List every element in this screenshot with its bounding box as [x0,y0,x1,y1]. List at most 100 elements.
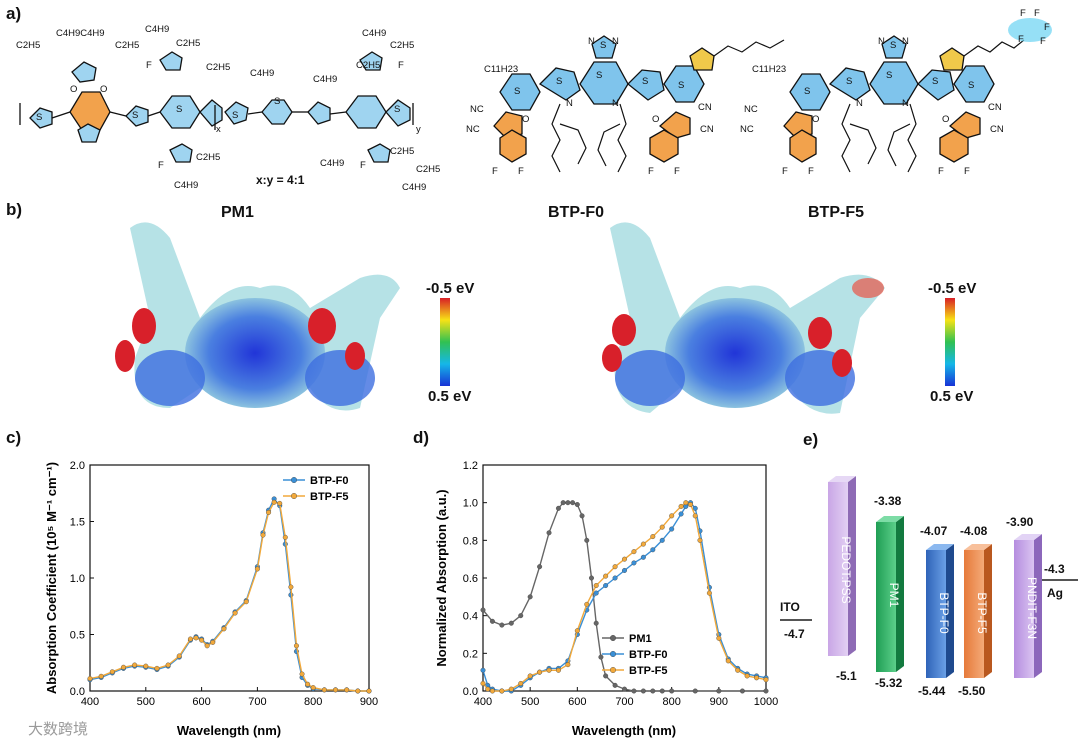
btp-f5-label: C11H23 [752,64,787,75]
data-point [499,622,505,628]
pm1-label: C4H9 [402,182,427,193]
btp-f5-label: O [942,114,950,125]
data-point [187,636,193,642]
btp-f5-label: N [902,98,909,109]
data-point [688,502,694,508]
data-point [697,537,703,543]
x-tick-label: 600 [568,696,586,708]
pm1-label: C2H5 [115,40,140,51]
data-point [574,502,580,508]
legend-label: BTP-F5 [310,491,349,503]
data-point [282,534,288,540]
data-point [546,667,552,673]
data-point [631,549,637,555]
data-point [98,673,104,679]
pm1-label: F [360,160,366,171]
bar-label: BTP-F5 [975,592,989,634]
pm1-bar: PM1 [876,516,904,672]
data-point [518,613,524,619]
pm1-label: C4H9C4H9 [56,28,105,39]
btp-f0-lumo: -4.07 [920,524,948,538]
panel-label-e: e) [803,430,819,449]
data-point [480,680,486,686]
btp-f5-label: CN [990,124,1004,135]
btp-f0-label: O [522,114,530,125]
data-point [508,686,514,692]
y-tick-label: 0.0 [70,686,85,698]
data-point [204,643,210,649]
pm1-label: C2H5 [390,146,415,157]
data-point [508,620,514,626]
btp-f5-label: NC [744,104,758,115]
data-point [612,564,618,570]
esp-map-btp-f0 [115,222,400,411]
y-tick-label: 1.0 [463,498,478,510]
btp-f0-bar: BTP-F0 [926,544,954,678]
legend-marker [291,493,298,500]
data-point [706,590,712,596]
x-tick-label: 700 [615,696,633,708]
pedot-homo: -5.1 [836,669,857,683]
data-point [612,682,618,688]
data-point [603,583,609,589]
data-point [650,688,656,694]
data-point [678,503,684,509]
bar-label: PNDIT-F3N [1025,577,1039,639]
btp-f0-label: F [674,166,680,177]
data-point [310,685,316,691]
esp-title-pm1: PM1 [221,204,254,221]
data-point [763,688,769,694]
series-line-pm1 [482,501,766,692]
y-tick-label: 0.6 [463,573,478,585]
btp-f0-label: S [642,76,649,87]
data-point [518,680,524,686]
data-point [598,654,604,660]
data-point [763,677,769,683]
energy-level-diagram: PEDOT:PSS PM1 BTP-F0 BTP-F5 PNDIT-F3N [780,476,1078,678]
data-point [254,566,260,572]
legend-marker [609,650,616,657]
x-tick-label: 700 [248,696,266,708]
data-point [735,667,741,673]
y-tick-label: 2.0 [70,460,85,472]
pm1-label: S [232,110,239,121]
y-axis-title: Normalized Absorption (a.u.) [434,489,449,666]
data-point [678,511,684,517]
btp-f0-label: O [652,114,660,125]
copolymer-ratio: x:y = 4:1 [256,173,305,187]
btp-f5-label: CN [988,102,1002,113]
panel-label-a: a) [6,4,22,23]
data-point [321,687,327,693]
data-point [650,534,656,540]
x-axis-title: Wavelength (nm) [177,723,281,738]
btp-f5-label: S [846,76,853,87]
pm1-label: S [394,104,401,115]
x-tick-label: 800 [304,696,322,708]
data-point [692,513,698,519]
pm1-label: x [216,124,221,135]
data-point [669,526,675,532]
x-tick-label: 500 [137,696,155,708]
btp-f0-label: CN [698,102,712,113]
btp-f5-label: F [1044,22,1050,33]
series-line-btp-f5 [89,501,369,692]
x-tick-label: 800 [662,696,680,708]
data-point [659,688,665,694]
data-point [480,607,486,613]
y-tick-label: 0.8 [463,535,478,547]
btp-f0-label: NC [466,124,480,135]
data-point [640,688,646,694]
data-point [612,575,618,581]
data-point [579,513,585,519]
pm1-label: C4H9 [174,180,199,191]
data-point [593,620,599,626]
data-point [593,583,599,589]
series-line-btp-f0 [89,497,369,692]
btp-f0-label: N [566,98,573,109]
absorption-coefficient-chart: 400 500 600 700 800 900 0.0 0.5 1.0 1.5 2.0 BTP-F0… [44,460,378,738]
btp-f5-label: O [812,114,820,125]
data-point [603,673,609,679]
colorbar-2-bottom-label: 0.5 eV [930,388,974,405]
data-point [570,500,576,506]
series-line-btp-f0 [482,501,767,692]
